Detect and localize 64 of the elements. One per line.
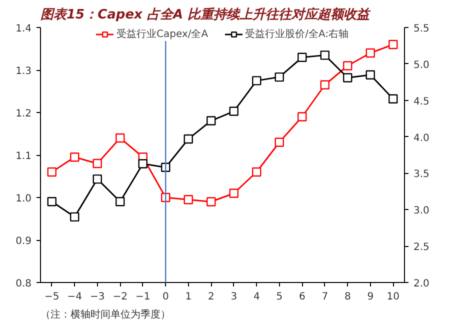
point <box>47 167 56 177</box>
point <box>366 70 375 80</box>
y2-tick-label: 4.0 <box>414 132 430 144</box>
y2-tick-label: 5.0 <box>414 60 430 71</box>
y-tick-label: 1.3 <box>16 66 32 77</box>
point <box>274 138 284 147</box>
point <box>206 197 216 206</box>
x-tick-label: 5 <box>276 292 283 302</box>
y2-tick-label: 5.5 <box>414 24 430 34</box>
point <box>70 212 80 222</box>
x-tick-label: 8 <box>344 292 351 302</box>
x-tick-label: 4 <box>253 292 260 302</box>
legend-label: 受益行业股价/全A:右轴 <box>245 28 348 41</box>
y-tick-label: 1.4 <box>16 24 32 34</box>
text: （注：横轴时间单位为季度） <box>40 308 170 320</box>
point <box>320 80 330 90</box>
x-tick-label: 6 <box>298 292 306 302</box>
x-tick-label: 3 <box>230 292 238 302</box>
legend-label: 受益行业Capex/全A <box>116 28 208 41</box>
point <box>343 73 352 82</box>
x-tick-label: 7 <box>322 292 328 302</box>
point <box>274 72 284 82</box>
y-tick-label: 1.2 <box>16 108 32 120</box>
point <box>47 197 56 206</box>
point <box>388 94 398 104</box>
x-tick-label: 0 <box>162 292 169 302</box>
y2-tick-label: 2.5 <box>414 242 430 254</box>
point <box>92 174 102 184</box>
chart-title: 图表15：Capex 占全A 比重持续上升往往对应超额收益 <box>40 6 372 22</box>
x-tick-label: −2 <box>112 292 128 302</box>
point <box>184 195 193 204</box>
x-tick-label: 2 <box>208 292 214 302</box>
y2-tick-label: 3.0 <box>414 206 430 217</box>
x-tick-label: −3 <box>90 292 105 302</box>
y2-tick-label: 4.5 <box>414 96 430 108</box>
point <box>116 133 125 143</box>
point <box>70 152 80 162</box>
x-tick-label: 1 <box>185 292 192 302</box>
x-tick-label: −1 <box>136 292 150 302</box>
point <box>184 134 193 144</box>
point <box>252 167 262 177</box>
x-tick-label: 9 <box>367 292 374 302</box>
x-tick-label: 10 <box>386 292 400 302</box>
x-tick-label: −4 <box>67 292 82 302</box>
point <box>343 61 352 70</box>
point <box>138 159 148 168</box>
point <box>298 112 307 122</box>
y2-tick-label: 2.0 <box>414 278 430 290</box>
point <box>366 48 375 58</box>
y-tick-label: 0.8 <box>16 278 32 290</box>
point <box>229 106 238 116</box>
point <box>388 40 398 50</box>
y2-tick-label: 3.5 <box>414 169 430 180</box>
y-tick-label: 1.1 <box>16 151 32 162</box>
point <box>298 52 307 62</box>
point <box>92 158 102 168</box>
point <box>229 188 238 198</box>
y-tick-label: 1.0 <box>16 194 32 204</box>
point <box>206 116 216 126</box>
y-tick-label: 0.9 <box>16 236 32 247</box>
point <box>320 50 330 60</box>
point <box>116 197 125 206</box>
point <box>252 76 262 86</box>
x-tick-label: −5 <box>44 292 60 302</box>
